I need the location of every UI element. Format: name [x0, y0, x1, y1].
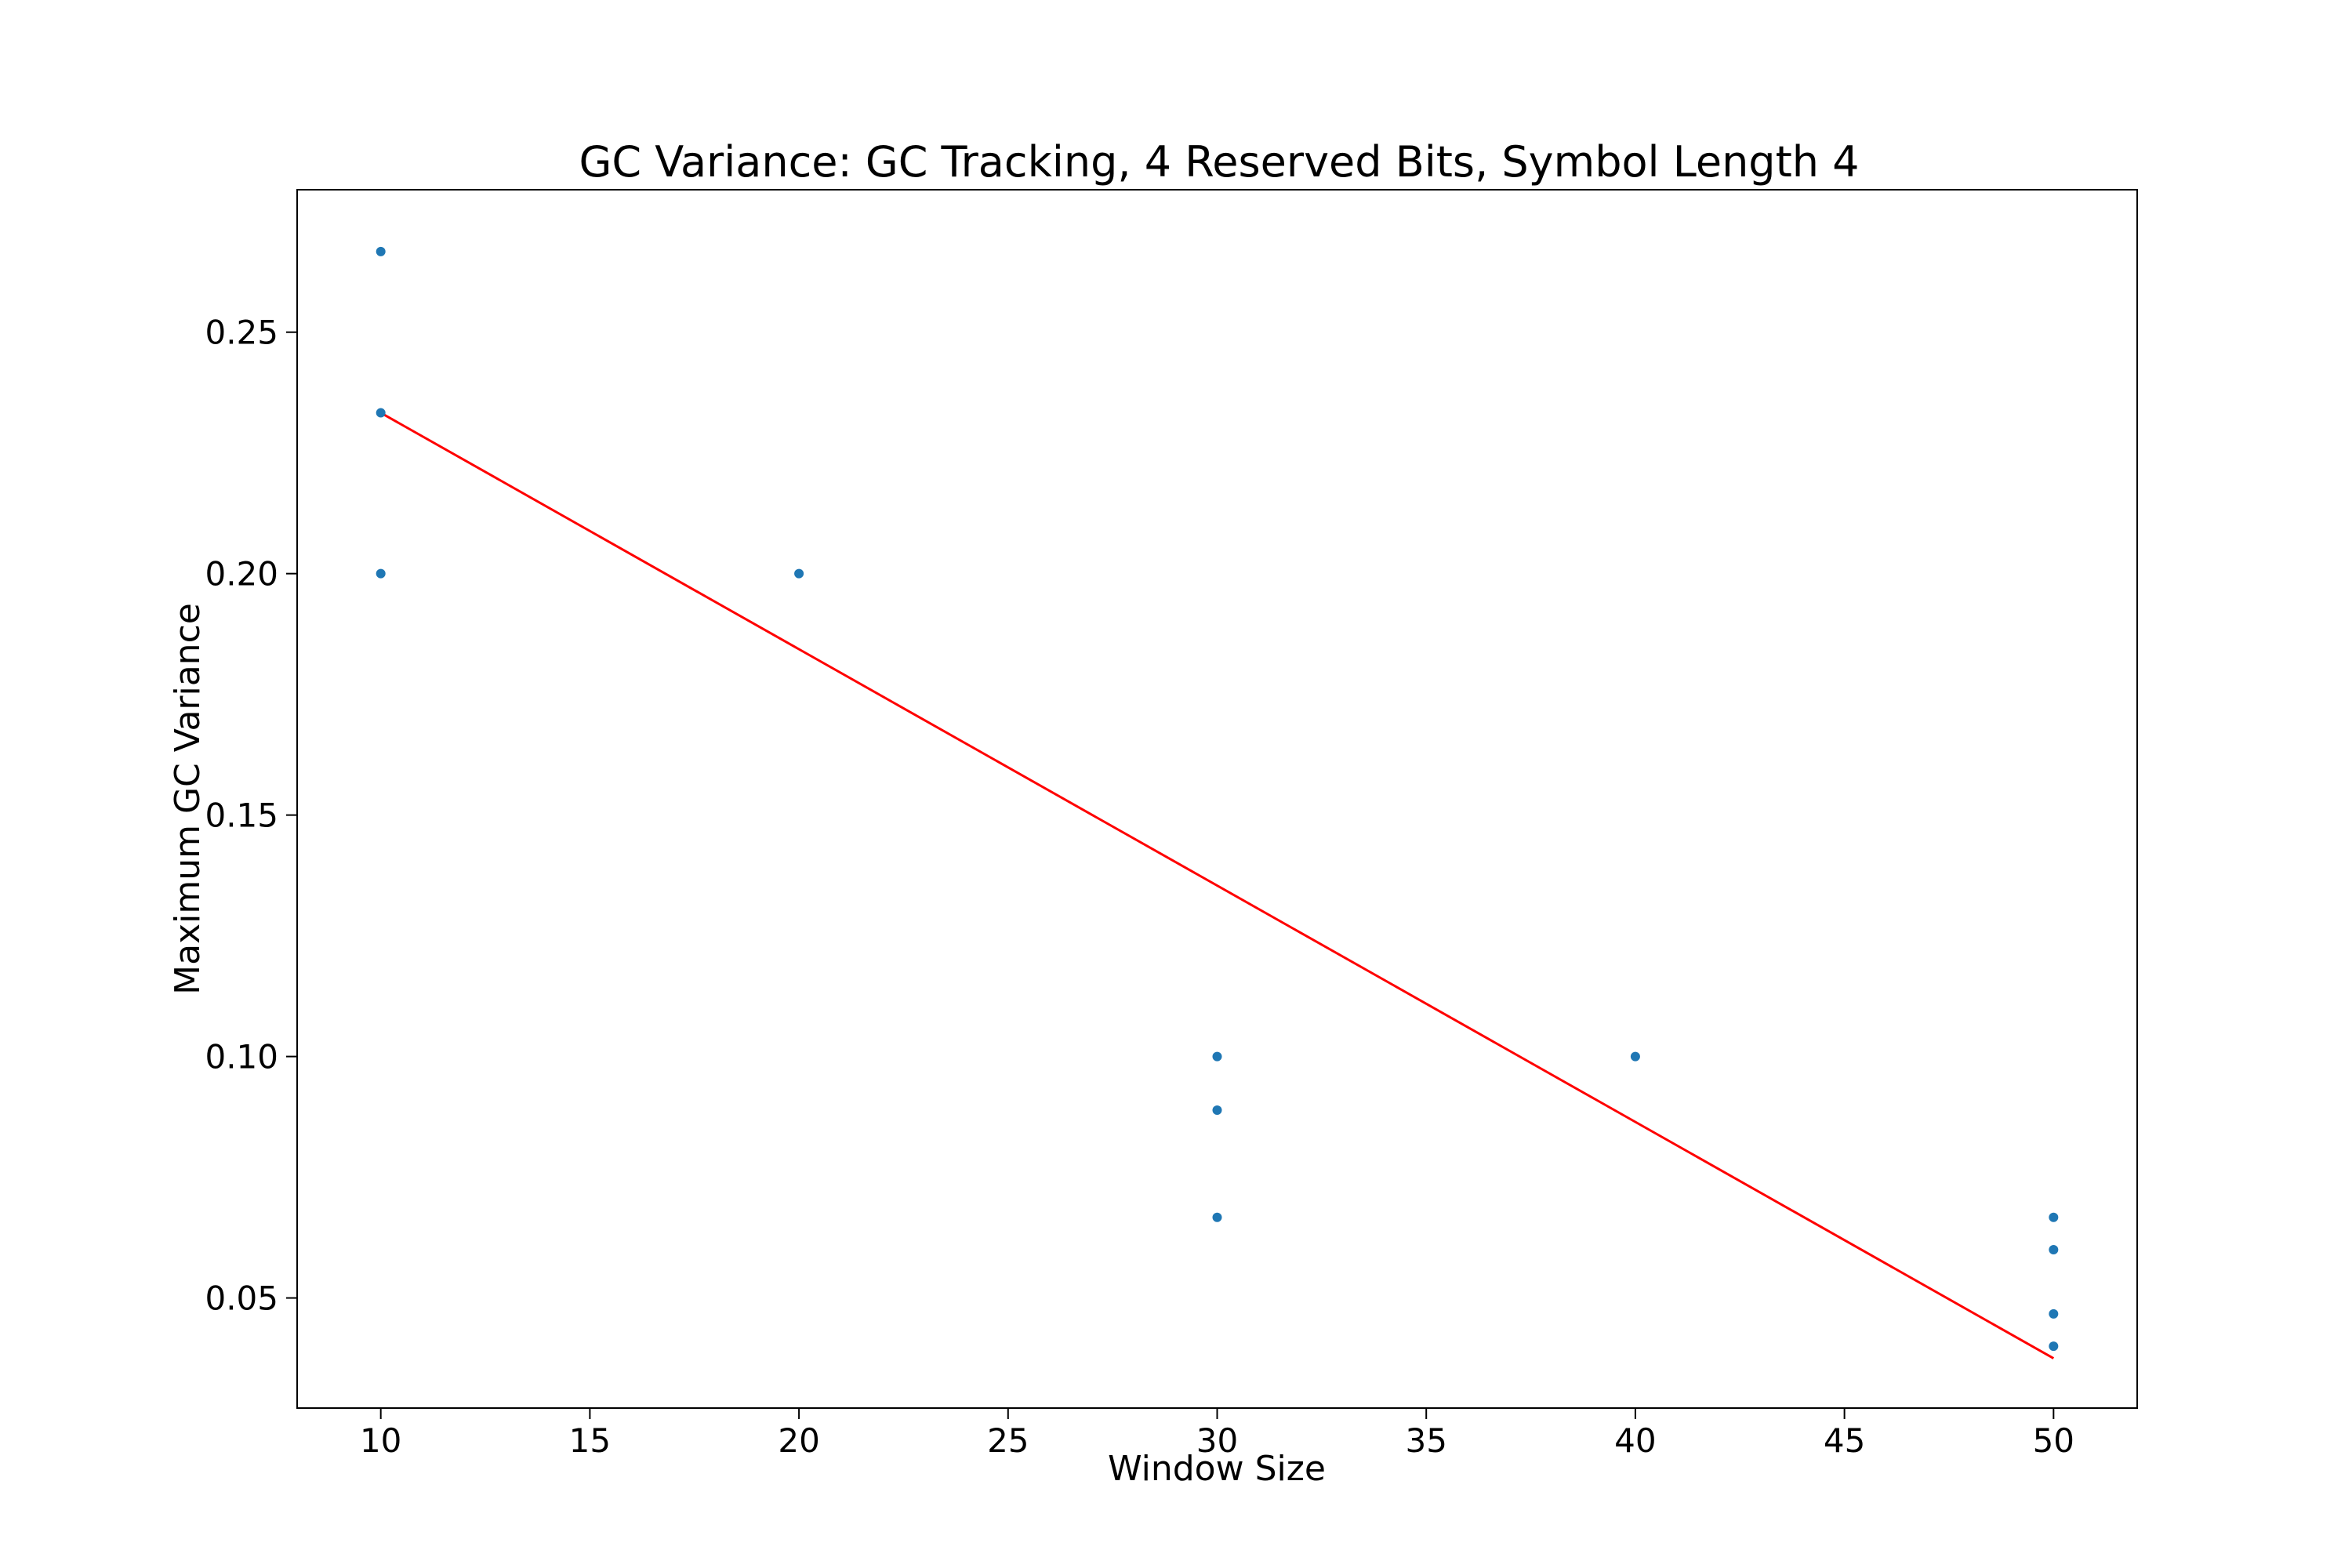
x-tick-label: 45 [1824, 1421, 1865, 1460]
y-axis-label: Maximum GC Variance [168, 603, 208, 995]
chart-title: GC Variance: GC Tracking, 4 Reserved Bit… [579, 137, 1860, 187]
y-tick-label: 0.15 [205, 797, 278, 835]
x-tick-label: 15 [569, 1421, 611, 1460]
x-tick-label: 35 [1405, 1421, 1446, 1460]
scatter-point [1212, 1051, 1222, 1062]
x-tick-label: 30 [1196, 1421, 1238, 1460]
scatter-point [376, 568, 386, 579]
scatter-point [2049, 1341, 2059, 1352]
y-tick-label: 0.10 [205, 1038, 278, 1076]
x-tick-label: 10 [360, 1421, 401, 1460]
scatter-point [2049, 1212, 2059, 1222]
x-axis-label: Window Size [1108, 1449, 1326, 1489]
scatter-points-layer [376, 246, 2059, 1352]
scatter-point [1212, 1212, 1222, 1222]
scatter-point [2049, 1244, 2059, 1254]
scatter-point [2049, 1308, 2059, 1319]
fit-line-layer [379, 412, 2055, 1359]
x-tick-label: 40 [1614, 1421, 1656, 1460]
fit-line [379, 412, 2055, 1359]
scatter-point [376, 408, 386, 418]
scatter-point [1212, 1105, 1222, 1115]
scatter-point [376, 246, 386, 256]
x-axis-ticks: 10 15 20 25 30 35 40 45 50 [360, 1408, 2074, 1460]
y-tick-label: 0.20 [205, 555, 278, 593]
x-tick-label: 25 [987, 1421, 1029, 1460]
x-tick-label: 50 [2033, 1421, 2074, 1460]
scatter-point [794, 568, 804, 579]
x-tick-label: 20 [778, 1421, 819, 1460]
y-tick-label: 0.25 [205, 314, 278, 352]
scatter-point [1630, 1051, 1640, 1062]
y-tick-label: 0.05 [205, 1279, 278, 1318]
y-axis-ticks: 0.05 0.10 0.15 0.20 0.25 [205, 314, 297, 1318]
